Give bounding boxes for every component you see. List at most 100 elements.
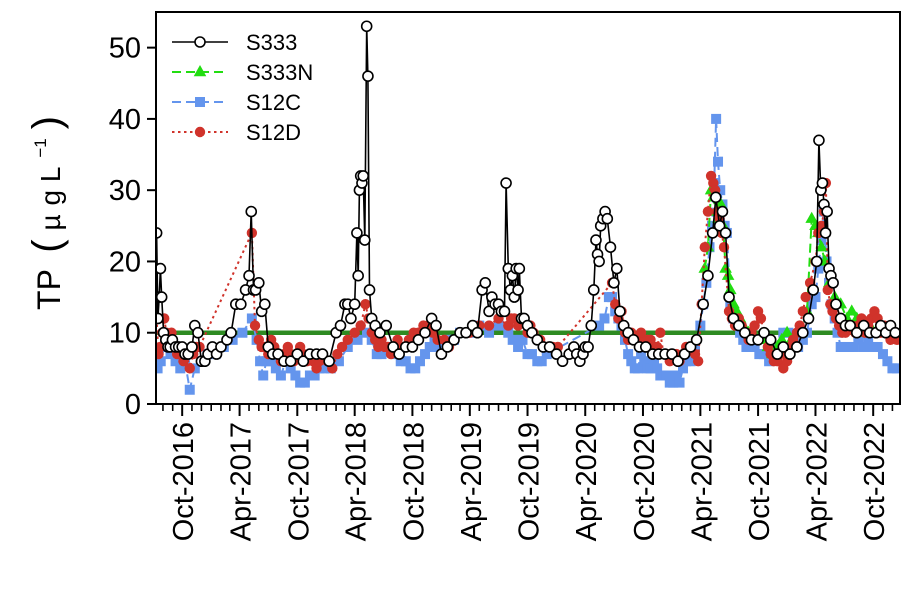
data-point-s333 — [844, 319, 856, 332]
data-point-s12c — [674, 377, 685, 388]
data-point-s333 — [225, 326, 237, 339]
data-point-s333 — [710, 191, 722, 204]
data-point-s12c — [685, 356, 696, 367]
data-point-s333 — [235, 298, 247, 311]
y-tick-label: 10 — [109, 318, 141, 350]
data-point-s333 — [585, 319, 598, 332]
data-point-s333 — [363, 284, 376, 296]
data-point-s333 — [587, 284, 600, 296]
data-point-s333 — [777, 341, 790, 353]
data-point-s333 — [802, 312, 815, 325]
data-point-s12c — [797, 334, 808, 345]
data-point-s333 — [393, 348, 405, 360]
data-point-s12c — [536, 356, 547, 367]
data-point-s333 — [500, 177, 512, 189]
data-point-s333 — [697, 298, 709, 311]
data-point-s12c — [652, 363, 663, 374]
data-point-s12c — [843, 341, 854, 352]
data-point-s12c — [877, 349, 888, 360]
legend-label-s333: S333 — [246, 30, 297, 55]
data-point-s12c — [400, 356, 411, 367]
x-tick-label: Oct-2018 — [398, 422, 430, 541]
data-point-s333 — [156, 312, 164, 325]
data-point-s333 — [723, 291, 735, 303]
data-point-s12c — [285, 363, 296, 374]
data-point-s333 — [672, 355, 684, 368]
data-point-s333 — [601, 212, 614, 225]
data-point-s12d — [655, 327, 666, 338]
data-point-s12c — [607, 292, 618, 303]
data-point-s12c — [707, 220, 718, 231]
data-point-s12d — [635, 327, 647, 338]
data-point-s333 — [593, 255, 605, 268]
data-point-s333 — [360, 20, 373, 33]
data-point-s12c — [352, 334, 363, 345]
data-point-s333 — [830, 298, 842, 311]
data-point-s333 — [498, 305, 511, 318]
data-point-s12d — [749, 320, 760, 331]
data-point-s12c — [237, 327, 248, 338]
data-point-s12c — [636, 349, 647, 360]
data-point-s333 — [582, 341, 594, 353]
data-point-s333 — [850, 326, 863, 339]
data-point-s12c — [848, 341, 859, 352]
legend-item-s333n: S333N — [172, 60, 313, 85]
y-axis: 0 10 20 30 40 50 — [109, 33, 156, 421]
data-point-s333 — [259, 298, 271, 311]
legend-item-s333: S333 — [172, 30, 297, 55]
data-point-s333 — [345, 312, 357, 325]
data-point-s12c — [810, 292, 821, 303]
data-point-s333n — [775, 332, 789, 345]
series-s333 — [156, 20, 900, 368]
data-point-s333 — [639, 341, 652, 353]
data-point-s333 — [357, 170, 370, 182]
x-tick-label: Oct-2019 — [514, 422, 546, 541]
data-point-s12c — [410, 363, 421, 374]
data-point-s12d — [184, 363, 195, 374]
legend-marker-s333n — [193, 65, 207, 77]
x-tick-label: Oct-2022 — [859, 422, 891, 541]
data-point-s12d — [349, 327, 360, 338]
data-point-s12c — [713, 156, 724, 167]
legend-item-s12d: S12D — [172, 120, 301, 145]
data-point-s12c — [626, 356, 637, 367]
data-point-s12c — [513, 341, 524, 352]
data-point-s12d — [800, 291, 811, 303]
y-tick-label: 40 — [109, 104, 141, 136]
data-point-s333 — [460, 326, 472, 339]
data-point-s12c — [632, 363, 643, 374]
data-point-s333 — [821, 205, 833, 218]
data-point-s333 — [797, 326, 809, 339]
data-point-s12c — [517, 334, 528, 345]
x-tick-label: Oct-2017 — [283, 422, 315, 541]
data-point-s333 — [243, 269, 255, 282]
x-axis: Oct-2016 Apr-2017 Oct-2017 Apr-2018 Oct-2018… — [162, 404, 894, 541]
data-point-s12c — [661, 370, 672, 381]
data-point-s333 — [513, 262, 526, 275]
data-point-s12d — [249, 320, 261, 331]
data-point-s333 — [323, 355, 335, 368]
data-point-s12c — [395, 356, 406, 367]
data-point-s333 — [791, 341, 803, 353]
legend-label-s12c: S12C — [246, 90, 301, 115]
data-point-s12c — [156, 356, 166, 367]
data-point-s12c — [594, 320, 605, 331]
legend-item-s12c: S12C — [172, 90, 301, 115]
data-point-s12d — [355, 320, 366, 331]
y-tick-label: 0 — [125, 389, 141, 421]
data-point-s12c — [255, 356, 266, 367]
data-point-s12c — [493, 320, 504, 331]
data-point-s12c — [319, 363, 330, 374]
data-point-s333 — [758, 326, 770, 339]
x-tick-label: Oct-2016 — [168, 422, 200, 541]
legend-label-s333n: S333N — [246, 60, 313, 85]
data-point-s12c — [299, 377, 310, 388]
data-point-s333 — [702, 269, 714, 282]
y-tick-label: 20 — [109, 246, 141, 278]
data-point-s333 — [556, 355, 569, 368]
data-point-s12c — [376, 349, 387, 360]
data-point-s12c — [853, 334, 864, 345]
legend-label-s12d: S12D — [246, 120, 301, 145]
data-point-s333 — [706, 227, 719, 239]
data-point-s333 — [471, 326, 484, 339]
